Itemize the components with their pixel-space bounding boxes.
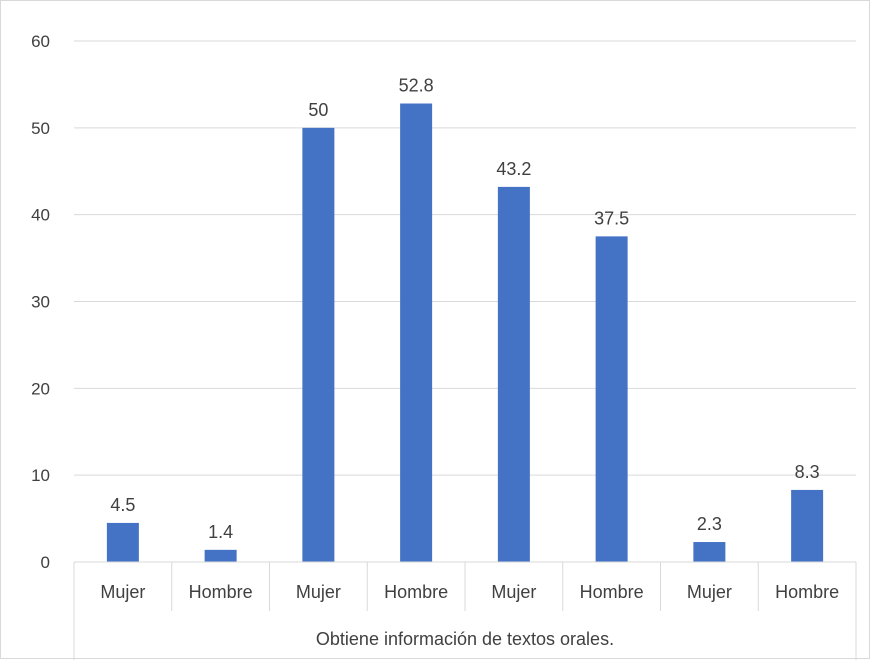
- data-label: 4.5: [110, 495, 135, 515]
- data-label: 8.3: [795, 462, 820, 482]
- bar: [106, 522, 139, 562]
- bar: [791, 489, 824, 562]
- bar: [693, 542, 726, 562]
- data-label: 2.3: [697, 514, 722, 534]
- data-label: 43.2: [496, 159, 531, 179]
- y-tick-label: 30: [31, 293, 50, 312]
- category-label: Hombre: [775, 582, 839, 602]
- bar: [595, 236, 628, 562]
- category-label: Hombre: [189, 582, 253, 602]
- y-tick-label: 20: [31, 379, 50, 398]
- bar: [302, 127, 335, 562]
- group-label: Obtiene información de textos orales.: [316, 629, 614, 649]
- data-label: 37.5: [594, 208, 629, 228]
- y-tick-label: 10: [31, 466, 50, 485]
- axes: 0 10 20 30 40 50 60 Mujer Hombre Mujer Hombre Mujer…: [31, 32, 857, 660]
- data-labels: 4.5 1.4 50 52.8 43.2 37.5 2.3 8.3: [110, 76, 819, 542]
- category-label: Hombre: [384, 582, 448, 602]
- category-label: Mujer: [491, 582, 536, 602]
- bar: [204, 549, 237, 562]
- y-tick-label: 40: [31, 206, 50, 225]
- category-label: Mujer: [296, 582, 341, 602]
- y-tick-label: 0: [41, 553, 50, 572]
- bar: [400, 103, 433, 563]
- data-label: 50: [308, 100, 328, 120]
- data-label: 1.4: [208, 522, 233, 542]
- y-tick-label: 50: [31, 119, 50, 138]
- category-label: Hombre: [580, 582, 644, 602]
- category-label: Mujer: [100, 582, 145, 602]
- gridlines: [74, 40, 856, 476]
- category-label: Mujer: [687, 582, 732, 602]
- bars: [106, 103, 824, 563]
- bar: [497, 186, 530, 562]
- data-label: 52.8: [399, 76, 434, 96]
- y-tick-label: 60: [31, 32, 50, 51]
